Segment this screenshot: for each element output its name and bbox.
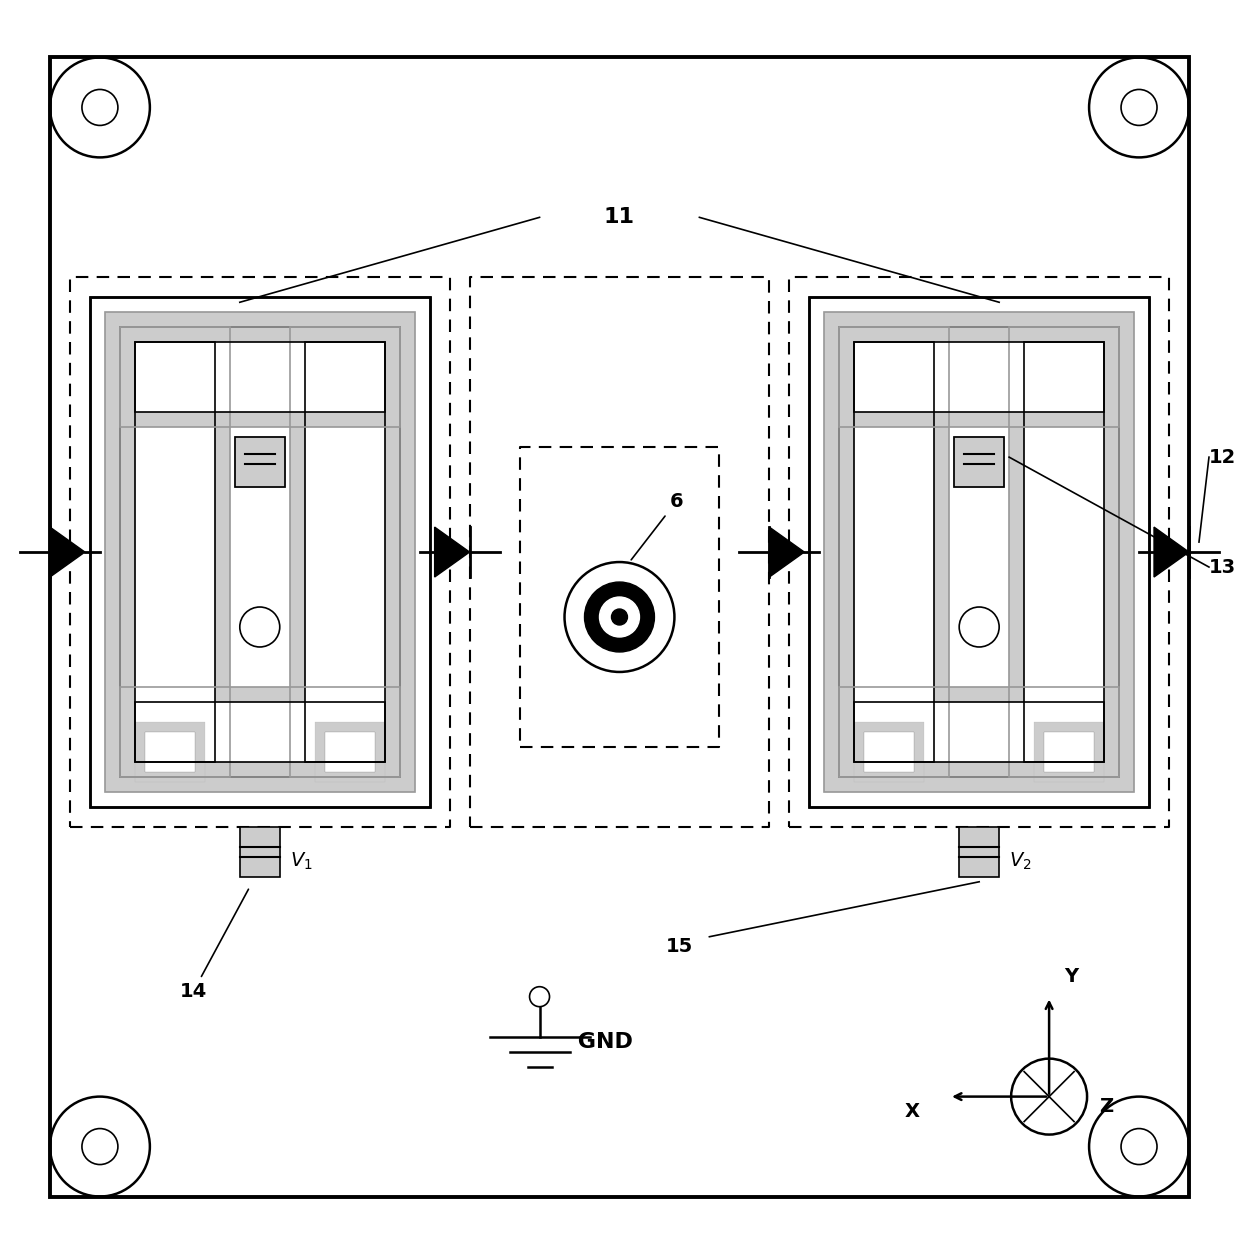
Circle shape bbox=[599, 597, 640, 637]
Bar bbox=[955, 438, 1004, 488]
Bar bbox=[120, 687, 399, 777]
Circle shape bbox=[584, 582, 655, 652]
Bar bbox=[1024, 342, 1104, 762]
Bar bbox=[315, 722, 384, 782]
Bar bbox=[810, 297, 1149, 807]
Bar bbox=[135, 722, 205, 782]
Text: X: X bbox=[904, 1101, 919, 1121]
Bar bbox=[1009, 327, 1118, 777]
Bar bbox=[810, 297, 1149, 807]
Bar bbox=[854, 722, 924, 782]
Text: $V_2$: $V_2$ bbox=[1009, 852, 1032, 873]
Bar bbox=[1034, 722, 1104, 782]
Polygon shape bbox=[1154, 527, 1189, 577]
Bar bbox=[135, 342, 384, 413]
Bar bbox=[839, 687, 1118, 777]
Text: 13: 13 bbox=[1209, 557, 1236, 576]
Circle shape bbox=[611, 609, 627, 625]
Bar bbox=[854, 342, 1104, 413]
Bar bbox=[864, 732, 914, 772]
Bar bbox=[955, 438, 1004, 488]
Bar bbox=[854, 702, 1104, 762]
Bar bbox=[234, 438, 285, 488]
Bar bbox=[120, 327, 399, 777]
Bar bbox=[290, 327, 399, 777]
Text: Y: Y bbox=[1064, 966, 1079, 985]
Text: 6: 6 bbox=[631, 493, 683, 560]
Bar bbox=[839, 327, 1118, 777]
Bar bbox=[120, 327, 229, 777]
Bar bbox=[120, 327, 229, 777]
Text: 11: 11 bbox=[604, 207, 635, 227]
Bar bbox=[839, 687, 1118, 777]
Bar bbox=[839, 327, 1118, 428]
Bar bbox=[135, 342, 384, 413]
Text: 14: 14 bbox=[180, 889, 248, 1000]
Bar bbox=[854, 342, 934, 762]
Bar bbox=[120, 327, 399, 777]
Bar bbox=[290, 327, 399, 777]
Text: GND: GND bbox=[569, 1031, 632, 1051]
Text: $V_1$: $V_1$ bbox=[290, 852, 312, 873]
Bar bbox=[1024, 342, 1104, 762]
Bar bbox=[91, 297, 429, 807]
Bar bbox=[825, 312, 1135, 792]
Text: 15: 15 bbox=[666, 938, 693, 956]
Polygon shape bbox=[435, 527, 470, 577]
Bar bbox=[1044, 732, 1094, 772]
Bar bbox=[854, 342, 1104, 413]
Polygon shape bbox=[769, 527, 805, 577]
Text: 12: 12 bbox=[1209, 448, 1236, 466]
Bar bbox=[135, 702, 384, 762]
Bar bbox=[854, 702, 1104, 762]
Bar bbox=[839, 327, 949, 777]
Bar bbox=[105, 312, 414, 792]
Bar bbox=[120, 687, 399, 777]
Bar bbox=[325, 732, 374, 772]
Polygon shape bbox=[50, 527, 84, 577]
Bar bbox=[960, 827, 999, 877]
Bar bbox=[854, 342, 934, 762]
Bar bbox=[135, 702, 384, 762]
Bar bbox=[825, 312, 1135, 792]
Bar bbox=[839, 327, 1118, 777]
Bar bbox=[1009, 327, 1118, 777]
Bar bbox=[839, 327, 1118, 428]
Bar bbox=[105, 312, 414, 792]
Bar bbox=[839, 327, 949, 777]
Bar bbox=[135, 342, 215, 762]
Bar bbox=[120, 327, 399, 428]
Bar bbox=[135, 342, 215, 762]
Bar bbox=[91, 297, 429, 807]
Bar bbox=[239, 827, 280, 877]
Bar bbox=[305, 342, 384, 762]
Bar bbox=[305, 342, 384, 762]
Bar bbox=[120, 327, 399, 428]
Bar bbox=[234, 438, 285, 488]
Text: Z: Z bbox=[1099, 1096, 1114, 1116]
Bar bbox=[145, 732, 195, 772]
